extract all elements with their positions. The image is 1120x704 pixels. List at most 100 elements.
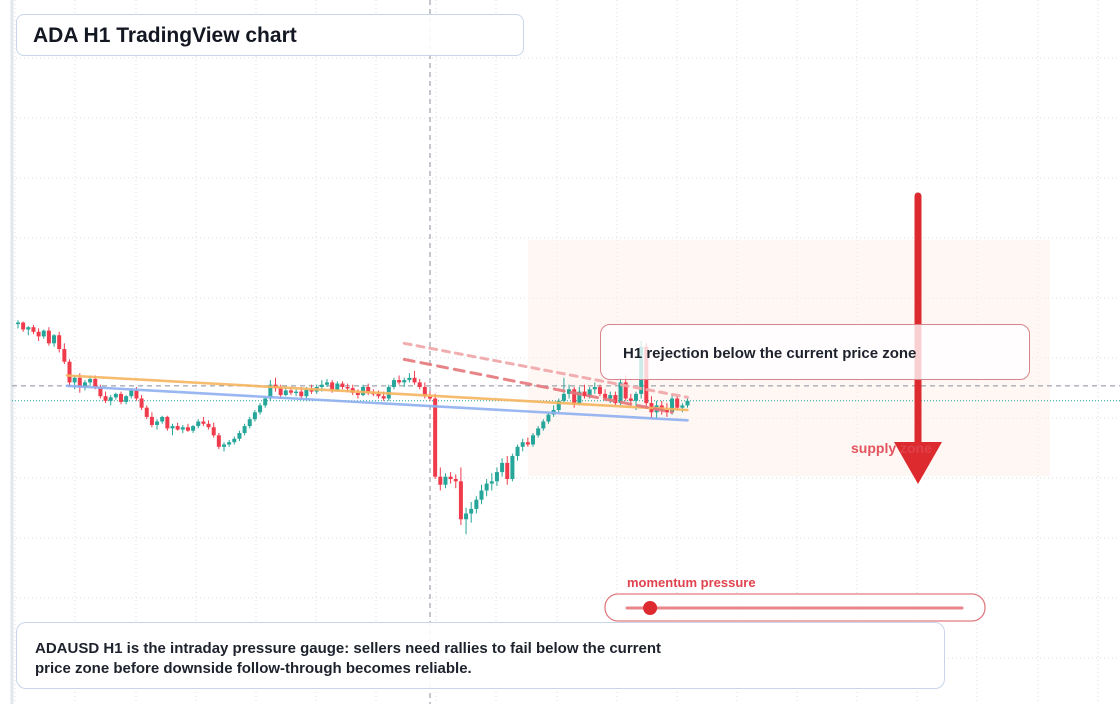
supply-zone-label: supply zone <box>851 440 932 456</box>
candle <box>294 389 299 397</box>
candle <box>582 384 587 399</box>
rejection-callout: H1 rejection below the current price zon… <box>600 324 1030 380</box>
candle-body <box>469 508 474 514</box>
candle <box>113 392 118 400</box>
candle-body <box>355 392 360 396</box>
analysis-note: ADAUSD H1 is the intraday pressure gauge… <box>16 622 945 689</box>
candle-body <box>227 442 232 445</box>
trendline <box>65 384 689 422</box>
candle <box>258 403 263 415</box>
candle-body <box>170 426 175 429</box>
candle-body <box>613 395 618 404</box>
candle-body <box>664 410 669 413</box>
candle-body <box>82 382 87 387</box>
candle <box>613 391 618 406</box>
candle <box>402 377 407 387</box>
candle-body <box>531 435 535 445</box>
candle <box>103 391 108 404</box>
candle <box>448 472 453 484</box>
candle-body <box>108 397 113 401</box>
candle-body <box>180 427 185 430</box>
candle <box>252 410 257 422</box>
candle-body <box>592 387 597 390</box>
candle-body <box>484 483 489 491</box>
candle <box>500 458 505 477</box>
candle-body <box>98 387 103 397</box>
candle <box>31 324 36 335</box>
candle-body <box>572 389 577 405</box>
candle <box>21 321 26 332</box>
down-arrow-icon <box>894 192 942 484</box>
candle <box>567 384 572 399</box>
candle <box>52 334 57 347</box>
candle-body <box>16 322 20 325</box>
candle <box>438 467 443 491</box>
candle-body <box>680 405 685 408</box>
candle <box>222 442 226 452</box>
candle-body <box>191 426 196 431</box>
reference-lines <box>12 0 1120 704</box>
candle-body <box>340 383 345 387</box>
candle-body <box>325 382 329 385</box>
candle-body <box>31 327 36 332</box>
candle-body <box>129 390 134 397</box>
candle <box>484 479 489 497</box>
candle-body <box>103 396 108 401</box>
candle <box>62 343 67 364</box>
candle-body <box>536 428 541 436</box>
candle <box>505 456 510 485</box>
candle <box>160 415 165 424</box>
candle <box>443 473 448 489</box>
candle <box>149 412 154 428</box>
candle-body <box>391 380 396 387</box>
candle <box>206 420 211 430</box>
candle <box>165 415 170 431</box>
candle-body <box>299 391 304 397</box>
candle <box>685 398 690 408</box>
candle-body <box>670 398 675 413</box>
candle-body <box>139 398 144 408</box>
candle-body <box>62 349 67 362</box>
chart-title: ADA H1 TradingView chart <box>16 14 524 56</box>
candle <box>520 438 525 452</box>
candle <box>232 436 237 445</box>
candle-body <box>505 462 510 479</box>
candle-body <box>577 391 582 405</box>
candle <box>211 422 216 438</box>
candle-body <box>464 513 469 520</box>
candle-body <box>556 400 561 410</box>
candle-body <box>417 382 422 387</box>
candle-body <box>206 423 211 428</box>
candle-body <box>304 389 309 397</box>
candle-body <box>222 444 226 447</box>
candle <box>433 393 438 479</box>
candle-body <box>288 390 293 393</box>
candle <box>592 382 597 394</box>
candle-body <box>46 330 51 344</box>
candle <box>124 395 129 405</box>
candle-body <box>623 382 628 399</box>
candle <box>458 467 463 525</box>
candle-body <box>330 382 335 391</box>
candle-body <box>433 398 438 477</box>
candle <box>196 419 201 429</box>
candle-body <box>618 382 623 404</box>
candle <box>108 395 113 406</box>
candle <box>26 326 31 336</box>
candle <box>41 329 46 339</box>
candle-body <box>216 435 221 447</box>
candle <box>237 430 242 442</box>
candle-body <box>567 389 572 394</box>
candle <box>474 496 479 514</box>
candle-body <box>546 414 551 422</box>
candle <box>180 424 185 433</box>
candle-body <box>232 438 237 443</box>
candle-body <box>26 327 31 330</box>
candle-body <box>93 378 98 387</box>
candle-body <box>160 416 165 422</box>
candle-body <box>397 380 402 383</box>
candle-body <box>21 322 26 330</box>
candle <box>464 507 469 535</box>
candle-body <box>479 490 484 500</box>
candle-body <box>494 472 499 482</box>
